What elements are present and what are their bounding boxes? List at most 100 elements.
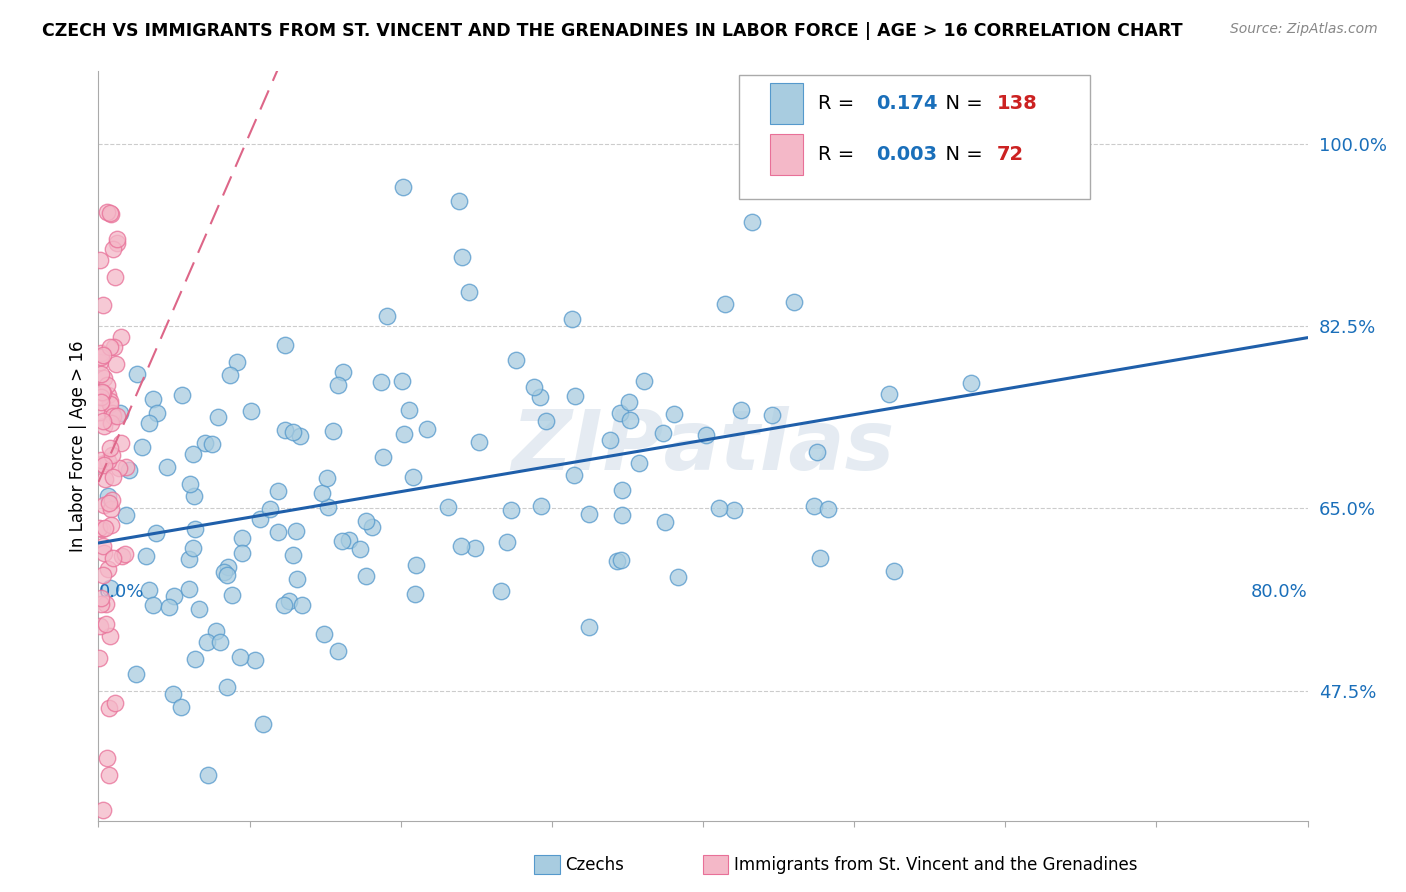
Point <box>170 699 193 714</box>
Point <box>159 599 181 614</box>
Point <box>89 651 111 665</box>
Text: 0.003: 0.003 <box>876 145 936 164</box>
Point <box>100 206 122 220</box>
Point <box>273 598 295 612</box>
Point <box>183 522 205 536</box>
Point <box>179 477 201 491</box>
Point <box>783 295 806 310</box>
Point <box>283 549 305 563</box>
Point <box>98 441 121 455</box>
Point <box>877 386 900 401</box>
Point <box>184 651 207 665</box>
Point <box>215 568 238 582</box>
Point <box>633 374 655 388</box>
Point <box>311 486 333 500</box>
Point <box>89 405 111 419</box>
Point <box>90 453 112 467</box>
Point <box>195 634 218 648</box>
Point <box>405 558 427 573</box>
Point <box>606 554 628 568</box>
Point <box>316 500 339 515</box>
Point <box>447 194 470 208</box>
Point <box>172 387 194 401</box>
Point <box>201 436 224 450</box>
Point <box>609 406 631 420</box>
Point <box>231 531 253 545</box>
Point <box>145 525 167 540</box>
Point <box>90 458 112 472</box>
Point <box>332 365 354 379</box>
Point <box>404 587 426 601</box>
Point <box>96 205 118 219</box>
Point <box>91 385 114 400</box>
Point <box>356 569 378 583</box>
Point <box>817 501 839 516</box>
Point <box>100 416 122 430</box>
Point <box>103 470 125 484</box>
Point <box>273 337 295 351</box>
Point <box>101 449 124 463</box>
Point <box>208 634 231 648</box>
Point <box>100 517 122 532</box>
Point <box>90 597 112 611</box>
Point <box>496 534 519 549</box>
Text: 80.0%: 80.0% <box>1251 582 1308 600</box>
Point <box>90 591 112 605</box>
Point <box>458 285 481 300</box>
Point <box>90 390 112 404</box>
Point <box>259 502 281 516</box>
Point <box>398 403 420 417</box>
Point <box>277 593 299 607</box>
Point <box>93 348 115 362</box>
Text: N =: N = <box>932 94 988 112</box>
Text: 138: 138 <box>997 94 1038 112</box>
Point <box>628 456 651 470</box>
Point <box>181 541 204 556</box>
Point <box>450 539 472 553</box>
Point <box>135 549 157 564</box>
Point <box>163 590 186 604</box>
Point <box>145 406 167 420</box>
Point <box>578 507 600 521</box>
Point <box>267 524 290 539</box>
Point <box>110 435 132 450</box>
Bar <box>769 134 803 175</box>
Point <box>652 426 675 441</box>
Point <box>93 546 115 560</box>
Point <box>105 235 128 250</box>
Point <box>619 412 641 426</box>
Text: Czechs: Czechs <box>565 856 624 874</box>
Point <box>564 389 586 403</box>
Point <box>326 644 349 658</box>
Point <box>761 408 783 422</box>
Text: R =: R = <box>818 94 860 112</box>
Point <box>90 345 112 359</box>
Point <box>654 515 676 529</box>
Point <box>177 582 200 596</box>
Point <box>91 803 114 817</box>
Point <box>100 502 122 516</box>
Point <box>373 450 395 464</box>
Point <box>354 515 377 529</box>
Point <box>98 397 121 411</box>
Point <box>197 768 219 782</box>
Point <box>522 380 544 394</box>
Point <box>97 768 120 782</box>
Point <box>101 550 124 565</box>
Point <box>505 352 527 367</box>
Point <box>370 376 392 390</box>
Point <box>291 598 314 612</box>
Point <box>285 572 308 586</box>
Point <box>138 417 160 431</box>
Point <box>741 215 763 229</box>
Point <box>105 232 128 246</box>
Point <box>162 687 184 701</box>
Point <box>252 717 274 731</box>
Point <box>96 378 118 392</box>
Point <box>93 499 115 513</box>
Point <box>94 521 117 535</box>
Point <box>337 533 360 547</box>
Point <box>98 393 121 408</box>
Point <box>612 483 634 497</box>
Point <box>104 696 127 710</box>
